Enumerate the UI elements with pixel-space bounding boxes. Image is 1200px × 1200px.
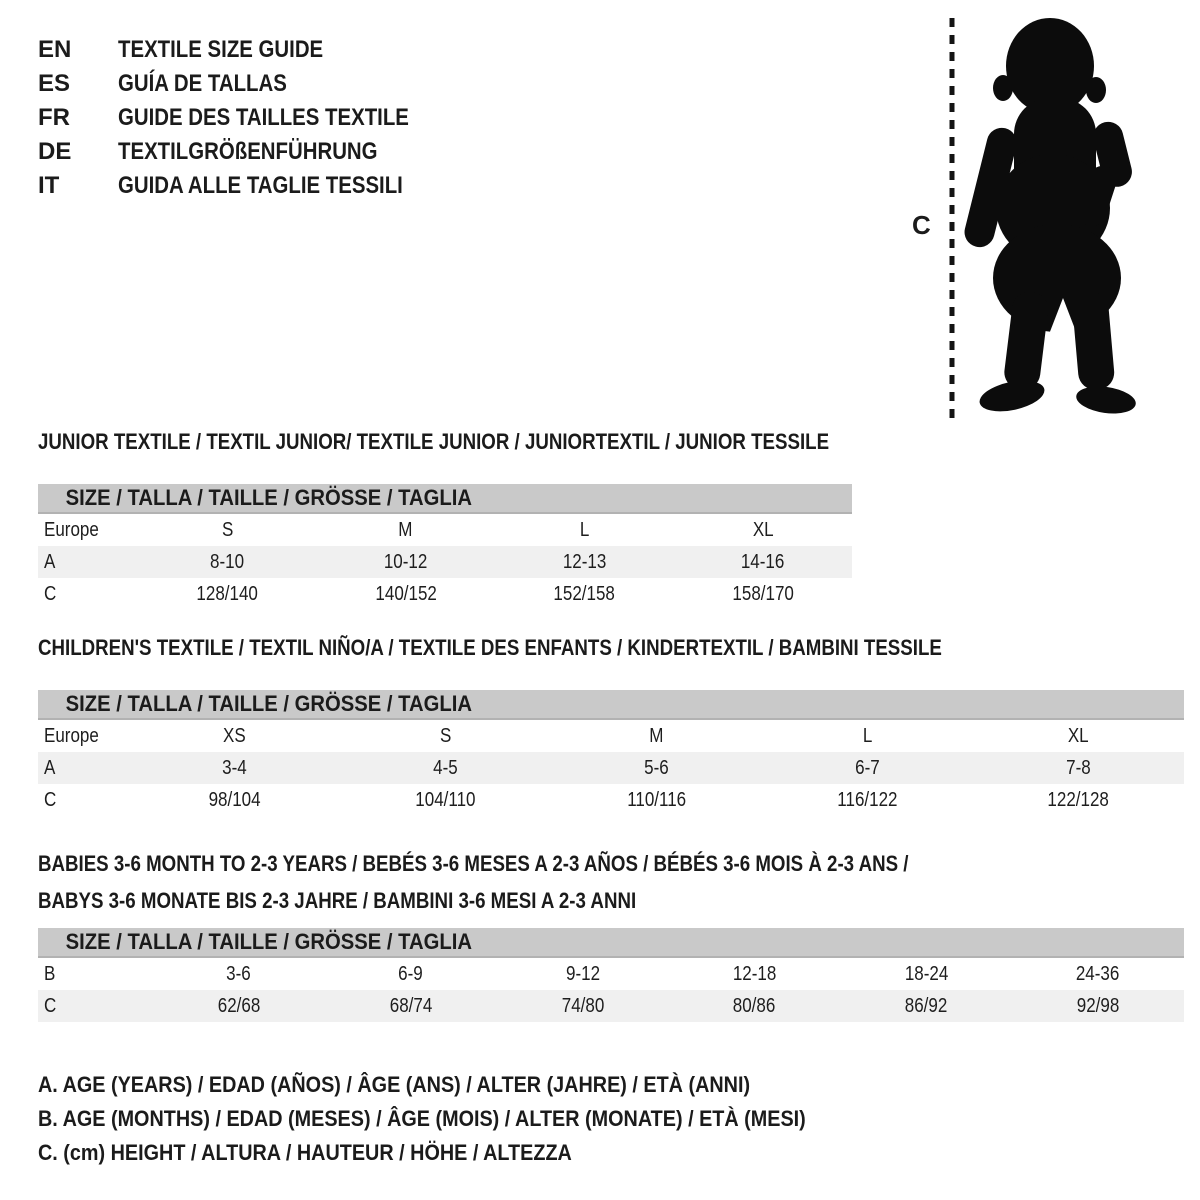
section-junior-textile: JUNIOR TEXTILE / TEXTIL JUNIOR/ TEXTILE …	[38, 431, 852, 610]
size-value: 10-12	[384, 550, 428, 573]
table-row: Europe XS S M L XL	[38, 720, 1184, 752]
language-title: TEXTILGRÖßENFÜHRUNG	[118, 138, 378, 165]
size-value: 9-12	[565, 962, 600, 985]
measure-label-c: C	[912, 210, 931, 240]
size-value: 4-5	[433, 756, 458, 779]
language-row: DE TEXTILGRÖßENFÜHRUNG	[38, 135, 460, 169]
toddler-silhouette-icon	[949, 18, 1136, 418]
size-value: 3-6	[226, 962, 252, 985]
row-label: Europe	[44, 724, 99, 747]
size-value: L	[862, 724, 873, 747]
language-title: GUÍA DE TALLAS	[118, 70, 287, 97]
language-title: GUIDA ALLE TAGLIE TESSILI	[118, 172, 403, 199]
section-title: JUNIOR TEXTILE / TEXTIL JUNIOR/ TEXTILE …	[38, 429, 830, 454]
size-value: 116/122	[837, 788, 898, 811]
row-label: A	[44, 550, 56, 573]
size-value: 62/68	[217, 994, 261, 1017]
row-label: C	[44, 582, 57, 605]
table-row: A 8-10 10-12 12-13 14-16	[38, 546, 852, 578]
section-title: BABIES 3-6 MONTH TO 2-3 YEARS / BEBÉS 3-…	[38, 845, 1184, 919]
language-title-list: EN TEXTILE SIZE GUIDE ES GUÍA DE TALLAS …	[38, 33, 460, 203]
size-value: 6-7	[855, 756, 880, 779]
row-label: A	[44, 756, 56, 779]
babies-size-table: B 3-6 6-9 9-12 12-18 18-24 24-36 C 62/68 68/74 74/…	[38, 958, 1184, 1022]
language-code: EN	[38, 36, 72, 63]
size-value: 110/116	[627, 788, 686, 811]
size-value: 8-10	[210, 550, 245, 573]
size-value: 128/140	[196, 582, 258, 605]
section-title-line2: BABYS 3-6 MONATE BIS 2-3 JAHRE / BAMBINI…	[38, 888, 637, 913]
size-value: M	[649, 724, 664, 747]
size-value: 140/152	[375, 582, 437, 605]
section-childrens-textile: CHILDREN'S TEXTILE / TEXTIL NIÑO/A / TEX…	[38, 637, 1184, 816]
language-title: GUIDE DES TAILLES TEXTILE	[118, 104, 409, 131]
language-title: TEXTILE SIZE GUIDE	[118, 36, 324, 63]
size-value: 86/92	[904, 994, 948, 1017]
size-value: 80/86	[733, 994, 776, 1017]
legend: A. AGE (YEARS) / EDAD (AÑOS) / ÂGE (ANS)…	[38, 1068, 891, 1170]
size-value: S	[221, 518, 233, 541]
size-header-band: SIZE / TALLA / TAILLE / GRÖSSE / TAGLIA	[38, 484, 852, 514]
section-title-line1: BABIES 3-6 MONTH TO 2-3 YEARS / BEBÉS 3-…	[38, 851, 909, 876]
table-row: B 3-6 6-9 9-12 12-18 18-24 24-36	[38, 958, 1184, 990]
language-row: ES GUÍA DE TALLAS	[38, 67, 460, 101]
section-babies-textile: BABIES 3-6 MONTH TO 2-3 YEARS / BEBÉS 3-…	[38, 845, 1184, 1022]
table-row: Europe S M L XL	[38, 514, 852, 546]
row-label: Europe	[44, 518, 99, 541]
size-value: 158/170	[732, 582, 794, 605]
legend-line-a: A. AGE (YEARS) / EDAD (AÑOS) / ÂGE (ANS)…	[38, 1072, 751, 1097]
language-code: FR	[38, 104, 70, 131]
size-value: XL	[752, 518, 774, 541]
size-value: 12-18	[732, 962, 777, 985]
section-title: CHILDREN'S TEXTILE / TEXTIL NIÑO/A / TEX…	[38, 635, 942, 660]
size-value: 98/104	[208, 788, 261, 811]
size-value: XS	[223, 724, 246, 747]
language-row: EN TEXTILE SIZE GUIDE	[38, 33, 460, 67]
size-value: 68/74	[389, 994, 433, 1017]
size-header-band: SIZE / TALLA / TAILLE / GRÖSSE / TAGLIA	[38, 928, 1184, 958]
size-value: 74/80	[561, 994, 604, 1017]
table-row: C 62/68 68/74 74/80 80/86 86/92 92/98	[38, 990, 1184, 1022]
language-row: FR GUIDE DES TAILLES TEXTILE	[38, 101, 460, 135]
size-value: 14-16	[741, 550, 785, 573]
size-value: 18-24	[904, 962, 948, 985]
table-row: C 98/104 104/110 110/116 116/122 122/128	[38, 784, 1184, 816]
row-label: C	[44, 994, 57, 1017]
legend-line-b: B. AGE (MONTHS) / EDAD (MESES) / ÂGE (MO…	[38, 1106, 806, 1131]
language-code: DE	[38, 138, 72, 165]
language-code: IT	[38, 172, 60, 199]
table-row: C 128/140 140/152 152/158 158/170	[38, 578, 852, 610]
table-row: A 3-4 4-5 5-6 6-7 7-8	[38, 752, 1184, 784]
size-value: 12-13	[562, 550, 606, 573]
row-label: B	[44, 962, 56, 985]
size-value: 122/128	[1047, 788, 1110, 811]
size-value: 92/98	[1076, 994, 1120, 1017]
size-value: 152/158	[553, 582, 615, 605]
size-value: 6-9	[398, 962, 424, 985]
size-value: 24-36	[1076, 962, 1120, 985]
size-value: S	[439, 724, 452, 747]
junior-size-table: Europe S M L XL A 8-10 10-12 12-13 14-16 C 128/140 1…	[38, 514, 852, 610]
children-size-table: Europe XS S M L XL A 3-4 4-5 5-6 6-7 7-8 C 98/104 104/…	[38, 720, 1184, 816]
size-header-band: SIZE / TALLA / TAILLE / GRÖSSE / TAGLIA	[38, 690, 1184, 720]
language-code: ES	[38, 70, 71, 97]
size-value: 3-4	[222, 756, 247, 779]
size-value: 104/110	[415, 788, 476, 811]
row-label: C	[44, 788, 57, 811]
size-value: L	[579, 518, 589, 541]
size-value: 5-6	[644, 756, 669, 779]
size-value: M	[398, 518, 413, 541]
size-value: 7-8	[1066, 756, 1091, 779]
size-value: XL	[1068, 724, 1089, 747]
language-row: IT GUIDA ALLE TAGLIE TESSILI	[38, 169, 460, 203]
legend-line-c: C. (cm) HEIGHT / ALTURA / HAUTEUR / HÖHE…	[38, 1140, 572, 1165]
